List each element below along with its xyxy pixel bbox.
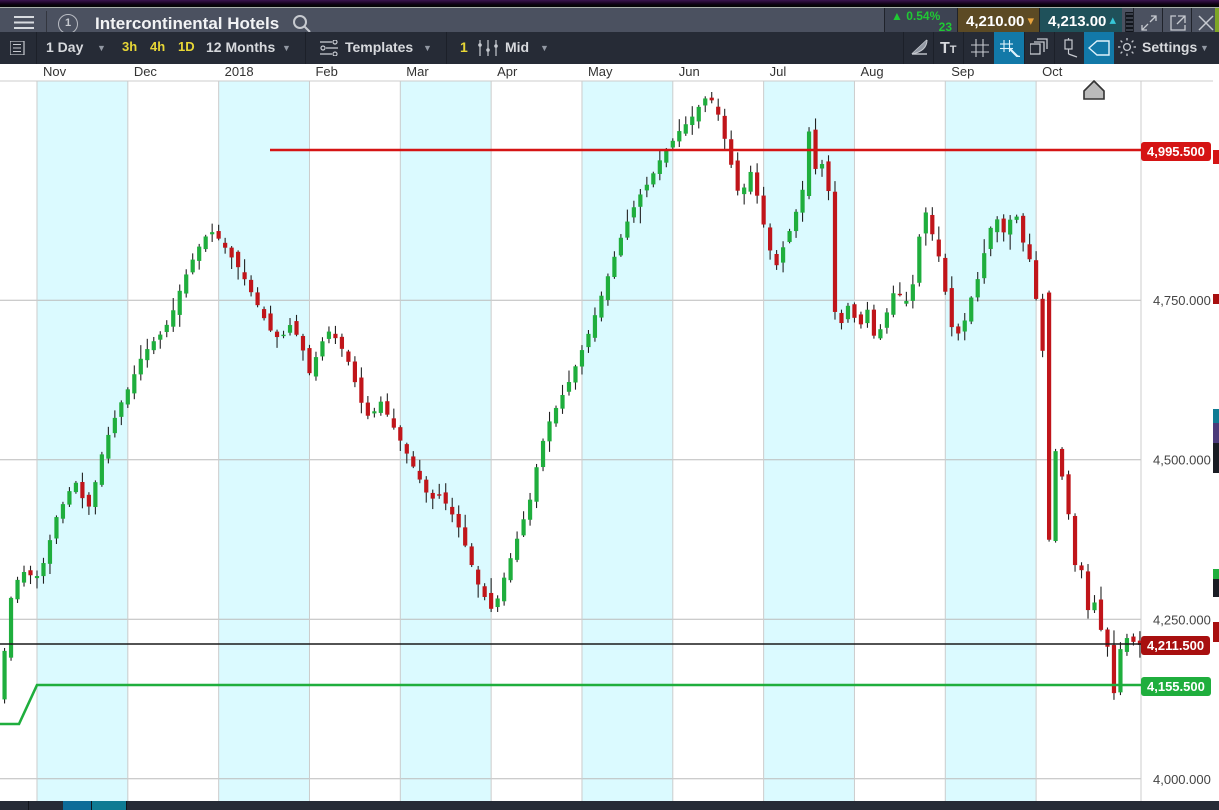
svg-text:4,250.000: 4,250.000 [1153,612,1211,627]
svg-text:Mar: Mar [406,64,429,79]
svg-text:Sep: Sep [951,64,974,79]
svg-text:Apr: Apr [497,64,518,79]
svg-text:4,000.000: 4,000.000 [1153,772,1211,787]
svg-text:Jul: Jul [770,64,787,79]
svg-text:May: May [588,64,613,79]
svg-text:4,500.000: 4,500.000 [1153,453,1211,468]
svg-text:4,750.000: 4,750.000 [1153,293,1211,308]
svg-text:2018: 2018 [225,64,254,79]
svg-text:Aug: Aug [860,64,883,79]
svg-text:Jun: Jun [679,64,700,79]
svg-text:Nov: Nov [43,64,67,79]
svg-text:Feb: Feb [315,64,337,79]
svg-text:Oct: Oct [1042,64,1063,79]
svg-text:Dec: Dec [134,64,158,79]
